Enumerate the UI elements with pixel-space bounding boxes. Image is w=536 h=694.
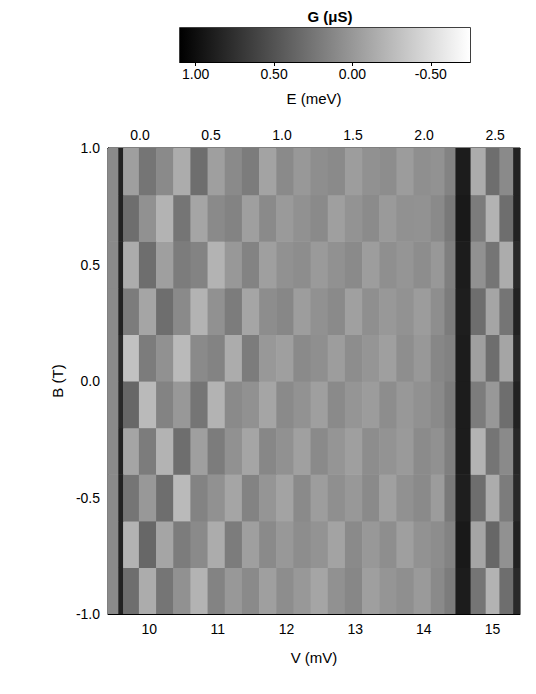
svg-text:1.0: 1.0	[272, 127, 292, 143]
svg-text:V (mV): V (mV)	[291, 649, 338, 666]
svg-text:-0.50: -0.50	[415, 66, 447, 82]
svg-text:13: 13	[347, 621, 363, 637]
svg-text:2.5: 2.5	[485, 127, 505, 143]
svg-text:15: 15	[485, 621, 501, 637]
svg-text:0.50: 0.50	[260, 66, 287, 82]
svg-text:0.0: 0.0	[130, 127, 150, 143]
svg-text:12: 12	[279, 621, 295, 637]
svg-text:14: 14	[416, 621, 432, 637]
svg-text:1.00: 1.00	[182, 66, 209, 82]
svg-text:B (T): B (T)	[49, 364, 66, 397]
svg-text:0.00: 0.00	[339, 66, 366, 82]
svg-text:2.0: 2.0	[414, 127, 434, 143]
svg-text:0.0: 0.0	[81, 373, 101, 389]
svg-text:-0.5: -0.5	[76, 490, 100, 506]
svg-text:-1.0: -1.0	[76, 606, 100, 622]
svg-text:11: 11	[211, 621, 226, 637]
svg-text:1.5: 1.5	[343, 127, 363, 143]
svg-text:0.5: 0.5	[81, 257, 101, 273]
svg-text:0.5: 0.5	[201, 127, 221, 143]
svg-text:1.0: 1.0	[81, 140, 101, 156]
svg-text:G (μS): G (μS)	[307, 8, 352, 25]
svg-text:10: 10	[141, 621, 157, 637]
svg-text:E (meV): E (meV)	[286, 90, 341, 107]
